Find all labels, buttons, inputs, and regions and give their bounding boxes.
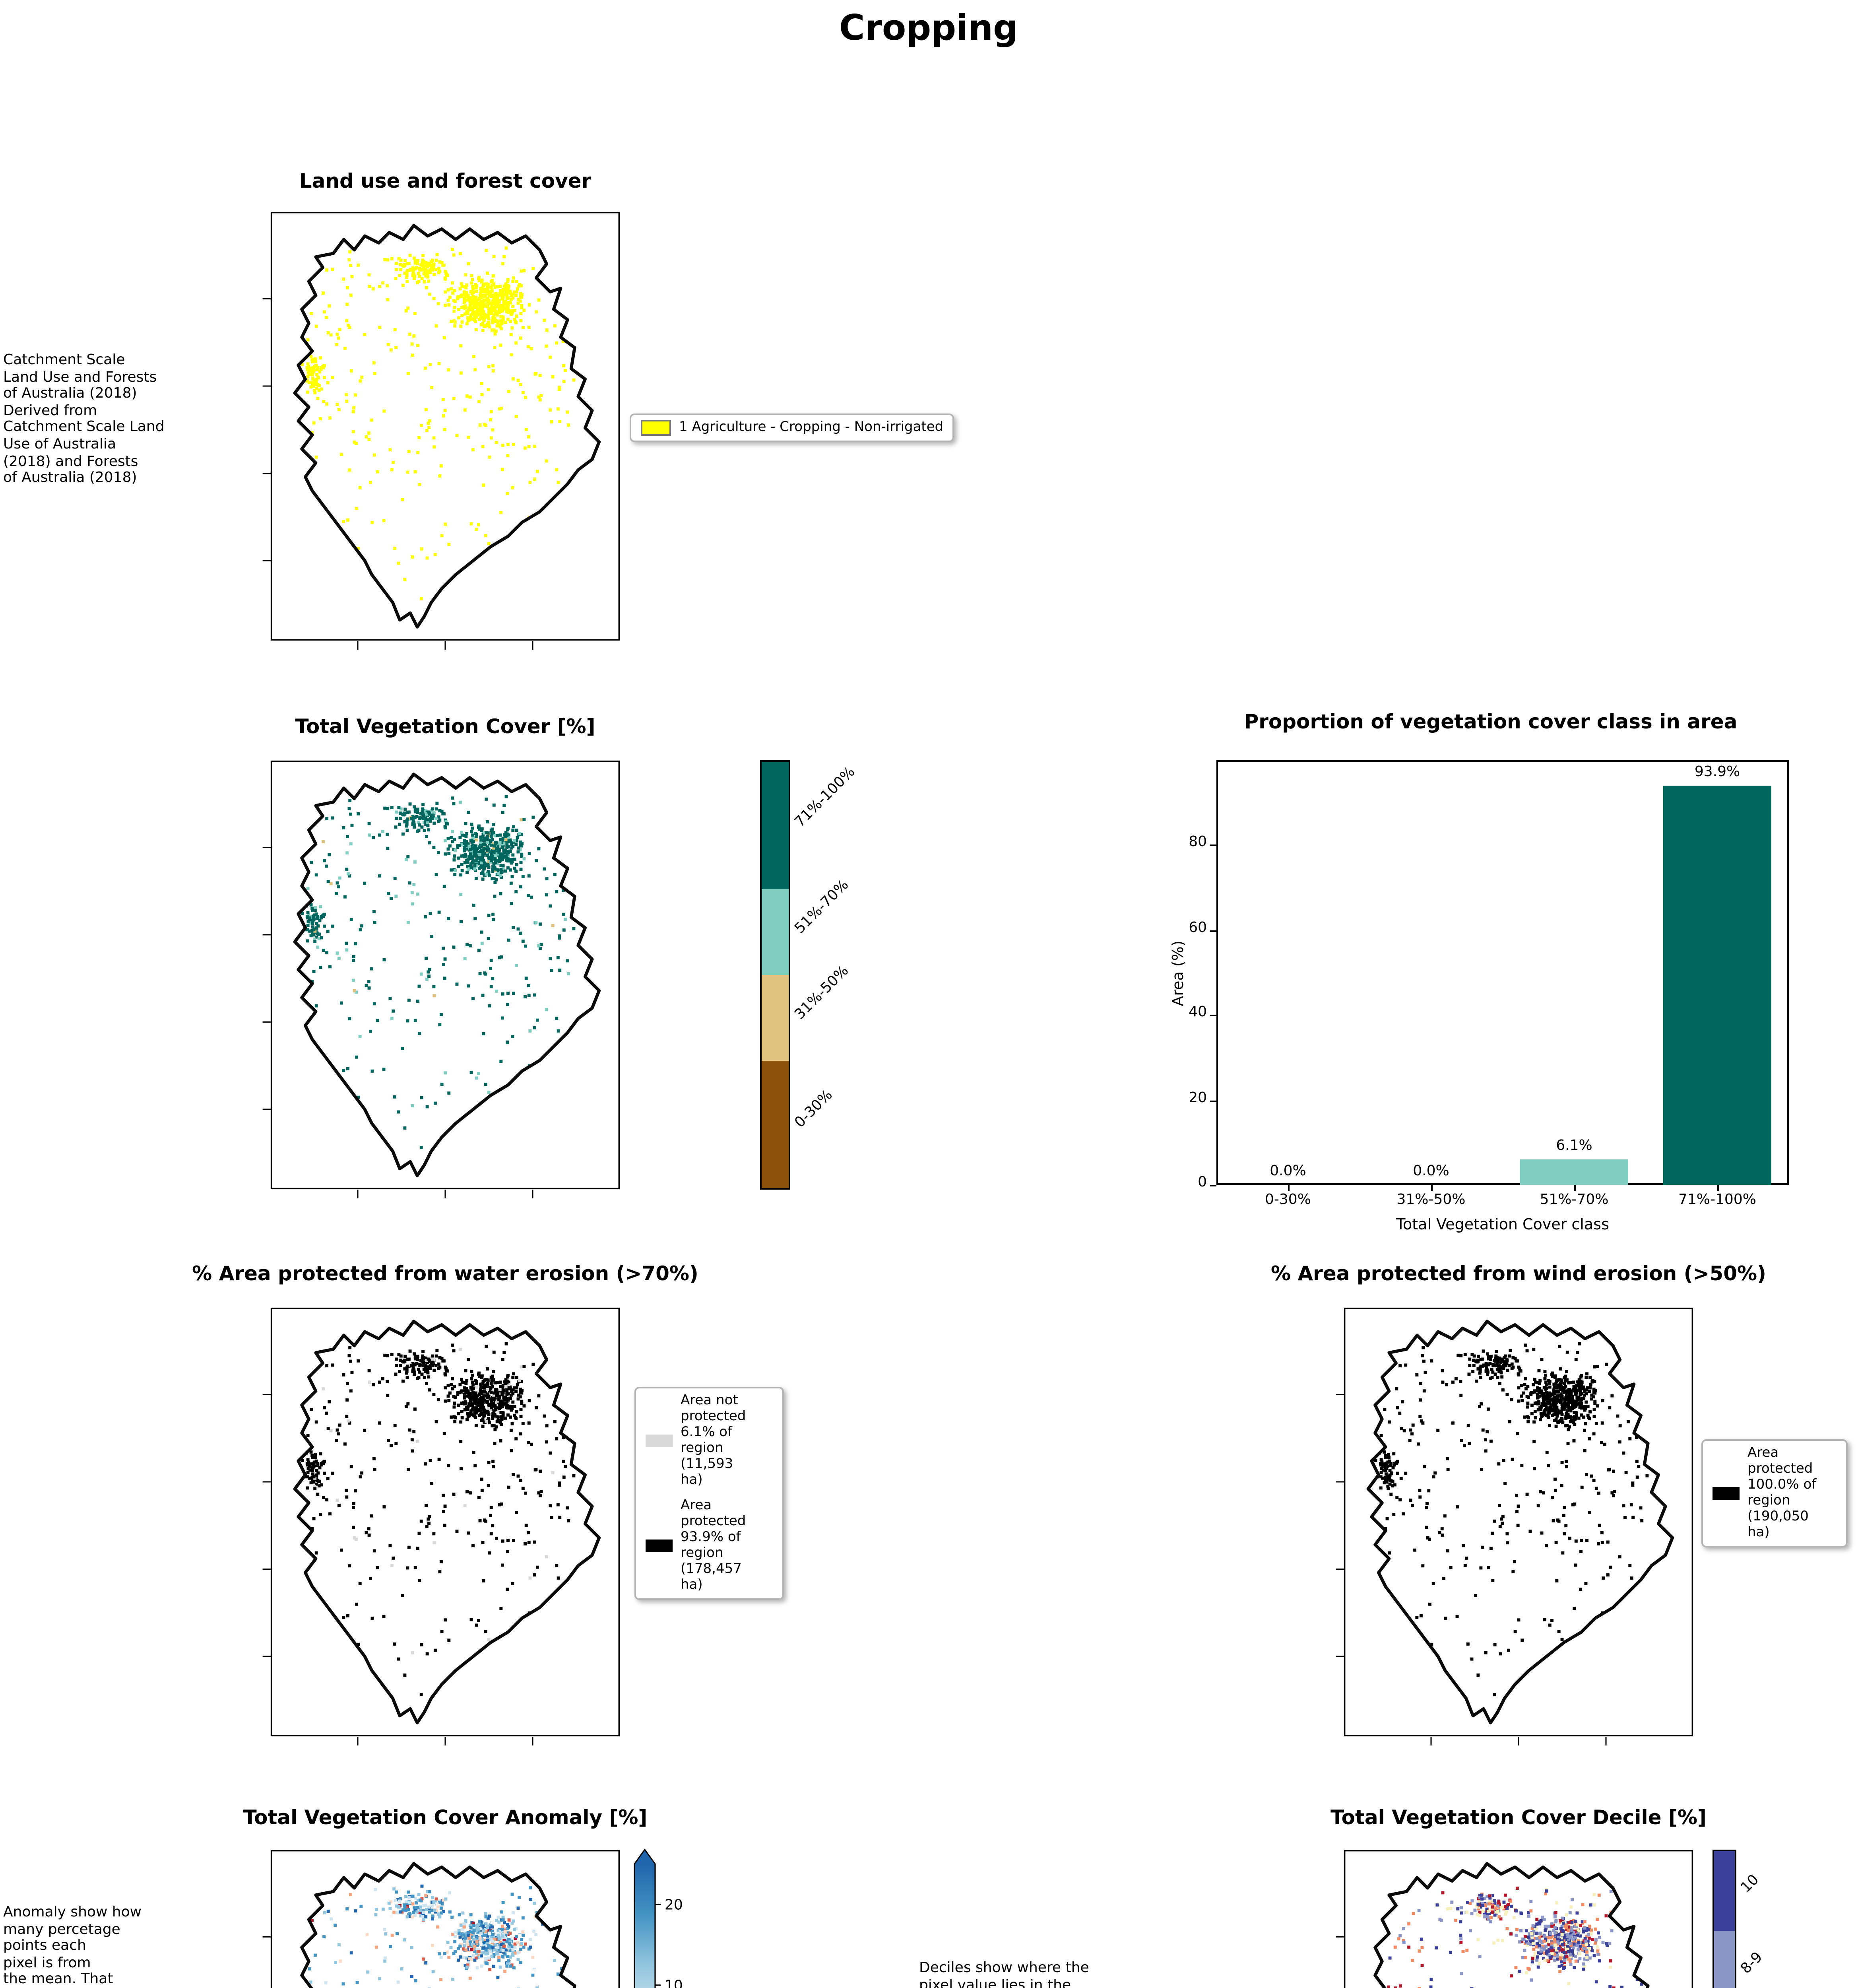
decile-colorbar: 12-34-78-910	[1713, 1850, 1824, 1988]
landuse-legend: 1 Agriculture - Cropping - Non-irrigated	[630, 414, 955, 443]
y-tick-label: 40	[1189, 1005, 1207, 1021]
catchment-outline	[293, 224, 601, 629]
colorbar-segment	[1713, 1931, 1736, 1988]
colorbar-label: 31%-50%	[792, 963, 853, 1024]
panel-title-veg-cover: Total Vegetation Cover [%]	[295, 714, 595, 738]
panel-title-water-erosion: % Area protected from water erosion (>70…	[192, 1261, 698, 1285]
catchment-outline	[300, 1862, 576, 1988]
legend-swatch-cropping	[641, 420, 671, 436]
legend-label-protected: Area protected 93.9% of region (178,457 …	[681, 1498, 746, 1594]
panel-title-decile: Total Vegetation Cover Decile [%]	[1330, 1805, 1707, 1829]
y-tick-label: 60	[1189, 920, 1207, 937]
svg-text:20: 20	[665, 1897, 683, 1913]
colorbar-segment	[1713, 1850, 1736, 1932]
map-water-erosion	[262, 1307, 620, 1745]
map-landuse	[262, 212, 620, 650]
map-wind-erosion	[1336, 1307, 1693, 1745]
landuse-note: Catchment Scale Land Use and Forests of …	[3, 353, 165, 487]
catchment-outline	[1373, 1862, 1650, 1988]
map-dots	[1373, 1342, 1654, 1701]
map-dots	[301, 1884, 581, 1988]
bar-value-label: 93.9%	[1694, 765, 1740, 782]
catchment-outline	[293, 1320, 601, 1724]
page-title: Cropping	[839, 10, 1018, 49]
colorbar-label: 51%-70%	[792, 878, 853, 938]
map-veg-cover	[262, 760, 620, 1198]
chart-title: Proportion of vegetation cover class in …	[1244, 709, 1738, 733]
bar	[1664, 786, 1771, 1185]
map-anomaly	[262, 1850, 620, 1988]
veg-cover-colorbar: 0-30% 31%-50% 51%-70% 71%-100%	[760, 760, 903, 1190]
legend-label-wind-protected: Area protected 100.0% of region (190,050…	[1747, 1446, 1817, 1541]
legend-label-cropping: 1 Agriculture - Cropping - Non-irrigated	[679, 420, 944, 436]
legend-label-not-protected: Area not protected 6.1% of region (11,59…	[681, 1393, 746, 1489]
bar-value-label: 6.1%	[1556, 1138, 1592, 1154]
legend-swatch-protected	[646, 1540, 673, 1553]
colorbar-segment	[760, 1061, 790, 1190]
colorbar-label: 8-9	[1738, 1950, 1767, 1978]
x-axis-label: Total Vegetation Cover class	[1396, 1217, 1609, 1234]
x-tick-label: 0-30%	[1265, 1193, 1311, 1209]
y-tick-label: 80	[1189, 835, 1207, 852]
water-erosion-legend: Area not protected 6.1% of region (11,59…	[634, 1387, 784, 1600]
catchment-outline	[293, 773, 601, 1177]
decile-note: Deciles show where the pixel value lies …	[919, 1961, 1089, 1988]
panel-title-landuse: Land use and forest cover	[299, 169, 592, 192]
x-tick-label: 71%-100%	[1678, 1193, 1756, 1209]
bar-value-label: 0.0%	[1270, 1164, 1306, 1180]
panel-title-wind-erosion: % Area protected from wind erosion (>50%…	[1270, 1261, 1766, 1285]
anomaly-colorbar: 20100−10−20	[634, 1848, 717, 1988]
map-dots	[299, 795, 581, 1154]
wind-erosion-legend: Area protected 100.0% of region (190,050…	[1701, 1439, 1848, 1548]
anomaly-note: Anomaly show how many percetage points e…	[3, 1905, 142, 1988]
y-axis-label: Area (%)	[1170, 940, 1188, 1006]
colorbar-label: 71%-100%	[792, 764, 859, 831]
y-tick-label: 20	[1189, 1090, 1207, 1107]
bar-value-label: 0.0%	[1413, 1164, 1449, 1180]
catchment-outline	[1366, 1320, 1674, 1724]
y-tick-label: 0	[1198, 1175, 1207, 1191]
bar	[1521, 1159, 1628, 1185]
proportion-chart: Proportion of vegetation cover class in …	[1137, 709, 1844, 1242]
colorbar-segment	[760, 975, 790, 1061]
legend-swatch-wind-protected	[1713, 1487, 1740, 1500]
x-tick-label: 31%-50%	[1396, 1193, 1466, 1209]
svg-text:10: 10	[665, 1978, 683, 1988]
map-dots	[1371, 1885, 1654, 1988]
panel-title-anomaly: Total Vegetation Cover Anomaly [%]	[243, 1805, 648, 1829]
colorbar-label: 0-30%	[792, 1087, 837, 1131]
colorbar-segment	[760, 760, 790, 889]
x-tick-label: 51%-70%	[1540, 1193, 1609, 1209]
colorbar-label: 10	[1738, 1872, 1763, 1896]
map-decile	[1336, 1850, 1693, 1988]
colorbar-segment	[760, 889, 790, 975]
legend-swatch-not-protected	[646, 1435, 673, 1448]
